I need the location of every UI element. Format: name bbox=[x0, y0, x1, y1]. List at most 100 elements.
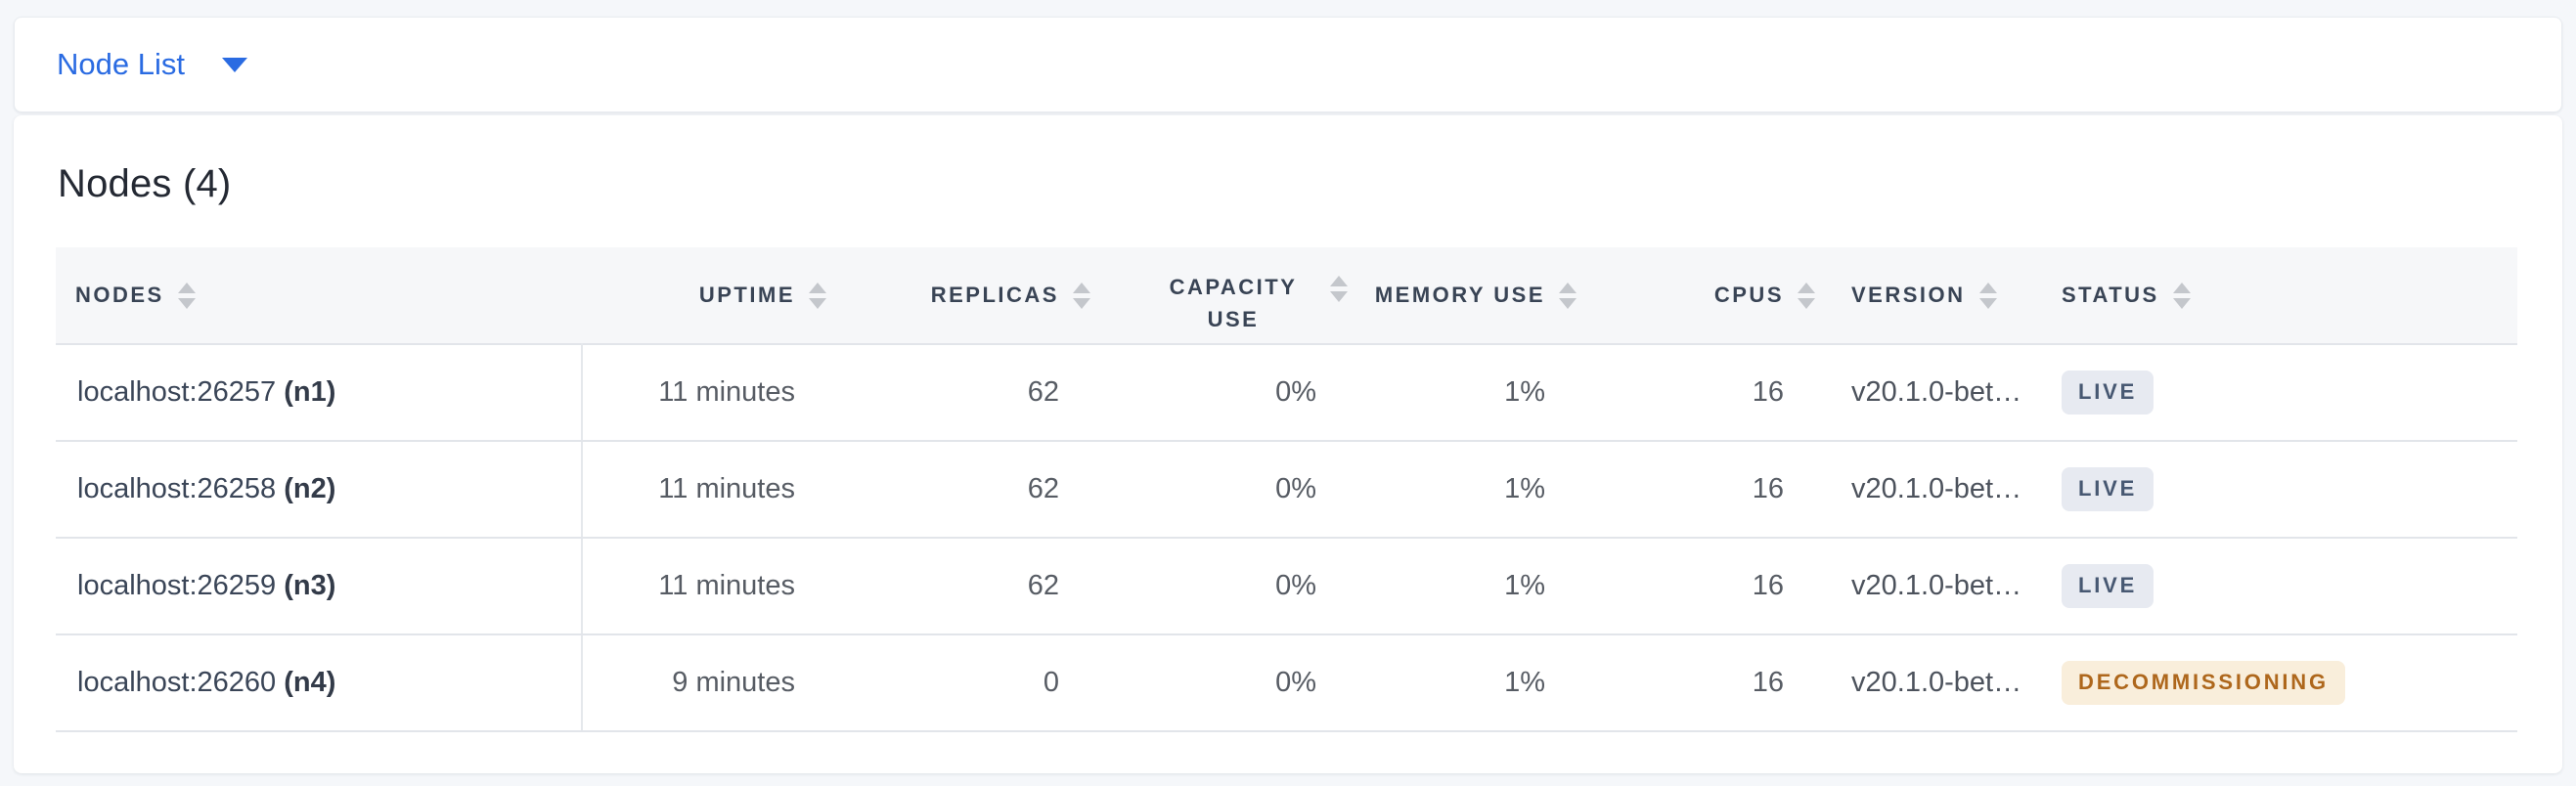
uptime-cell: 11 minutes bbox=[582, 441, 826, 539]
sort-icon bbox=[1330, 276, 1348, 302]
sort-down-icon bbox=[1559, 297, 1577, 309]
node-address: localhost:26257 bbox=[77, 376, 285, 408]
sort-up-icon bbox=[1559, 282, 1577, 293]
node-row: localhost:26260 (n4) 9 minutes 0 0% 1% 16 v20.… bbox=[56, 634, 2517, 732]
sort-up-icon bbox=[809, 282, 826, 293]
uptime-cell: 9 minutes bbox=[582, 634, 826, 732]
status-cell: LIVE bbox=[2032, 343, 2517, 442]
memory-use-cell: 1% bbox=[1348, 343, 1577, 442]
node-link[interactable]: localhost:26258 (n2) bbox=[77, 473, 335, 504]
node-row: localhost:26258 (n2) 11 minutes 62 0% 1% 16 v2… bbox=[56, 441, 2517, 539]
sort-icon bbox=[177, 282, 196, 309]
cpus-cell: 16 bbox=[1577, 538, 1815, 635]
node-link[interactable]: localhost:26260 (n4) bbox=[77, 667, 335, 698]
column-header-status[interactable]: STATUS bbox=[2032, 247, 2517, 344]
column-header-nodes[interactable]: NODES bbox=[56, 247, 582, 344]
capacity-use-cell: 0% bbox=[1090, 538, 1348, 635]
view-dropdown-label: Node List bbox=[57, 47, 185, 81]
node-link[interactable]: localhost:26259 (n3) bbox=[77, 570, 335, 601]
cpus-cell: 16 bbox=[1577, 634, 1815, 732]
status-cell: LIVE bbox=[2032, 441, 2517, 539]
section-title: Nodes (4) bbox=[58, 162, 232, 205]
column-header-label: MEMORY USE bbox=[1374, 283, 1545, 307]
node-address: localhost:26258 bbox=[77, 473, 285, 504]
sort-icon bbox=[1978, 282, 1997, 309]
view-dropdown[interactable]: Node List bbox=[57, 47, 247, 82]
replicas-cell: 0 bbox=[826, 634, 1090, 732]
sort-down-icon bbox=[177, 297, 196, 309]
node-row: localhost:26259 (n3) 11 minutes 62 0% 1% 16 v2… bbox=[56, 538, 2517, 635]
status-badge: LIVE bbox=[2062, 371, 2154, 415]
sort-down-icon bbox=[809, 297, 826, 309]
column-header-version[interactable]: VERSION bbox=[1815, 247, 2032, 344]
chevron-down-icon bbox=[221, 57, 247, 72]
sort-down-icon bbox=[1330, 291, 1348, 302]
column-header-label: REPLICAS bbox=[930, 283, 1059, 307]
sort-up-icon bbox=[1798, 282, 1815, 293]
column-header-label: NODES bbox=[75, 283, 164, 307]
node-address: localhost:26260 bbox=[77, 667, 285, 698]
sort-down-icon bbox=[1073, 297, 1090, 309]
memory-use-cell: 1% bbox=[1348, 441, 1577, 539]
node-id: (n1) bbox=[284, 376, 336, 408]
node-link[interactable]: localhost:26257 (n1) bbox=[77, 376, 335, 408]
version-cell: v20.1.0-bet… bbox=[1815, 441, 2032, 539]
column-header-capacity_use[interactable]: CAPACITY USE bbox=[1090, 247, 1348, 344]
cpus-cell: 16 bbox=[1577, 343, 1815, 442]
status-badge: LIVE bbox=[2062, 564, 2154, 608]
column-header-label: CPUS bbox=[1713, 283, 1784, 307]
memory-use-cell: 1% bbox=[1348, 634, 1577, 732]
table-body: localhost:26257 (n1) 11 minutes 62 0% 1% 16 v2… bbox=[56, 343, 2517, 732]
sort-up-icon bbox=[1330, 276, 1348, 286]
node-address-cell: localhost:26257 (n1) bbox=[56, 343, 583, 442]
column-header-replicas[interactable]: REPLICAS bbox=[826, 247, 1090, 344]
sort-up-icon bbox=[2172, 282, 2191, 293]
version-cell: v20.1.0-bet… bbox=[1815, 343, 2032, 442]
column-header-label: VERSION bbox=[1851, 283, 1966, 307]
node-address-cell: localhost:26259 (n3) bbox=[56, 538, 583, 635]
table-header-row: NODES UPTIME REPLICAS CAPACITY USE MEMORY US… bbox=[56, 247, 2517, 344]
replicas-cell: 62 bbox=[826, 538, 1090, 635]
capacity-use-cell: 0% bbox=[1090, 634, 1348, 732]
node-address: localhost:26259 bbox=[77, 570, 285, 601]
nodes-card: Nodes (4) NODES UPTIME REPLICAS CAPACITY US… bbox=[14, 115, 2562, 773]
status-badge: LIVE bbox=[2062, 467, 2154, 511]
sort-up-icon bbox=[1073, 282, 1090, 293]
capacity-use-cell: 0% bbox=[1090, 441, 1348, 539]
column-header-label: CAPACITY USE bbox=[1169, 275, 1298, 331]
sort-down-icon bbox=[1798, 297, 1815, 309]
sort-icon bbox=[1559, 282, 1577, 309]
cpus-cell: 16 bbox=[1577, 441, 1815, 539]
node-id: (n2) bbox=[284, 473, 336, 504]
status-cell: DECOMMISSIONING bbox=[2032, 634, 2517, 732]
sort-down-icon bbox=[2172, 297, 2191, 309]
node-address-cell: localhost:26258 (n2) bbox=[56, 441, 583, 539]
column-header-uptime[interactable]: UPTIME bbox=[582, 247, 826, 344]
column-header-memory_use[interactable]: MEMORY USE bbox=[1348, 247, 1577, 344]
sort-icon bbox=[1073, 282, 1090, 309]
capacity-use-cell: 0% bbox=[1090, 343, 1348, 442]
node-address-cell: localhost:26260 (n4) bbox=[56, 634, 583, 732]
version-cell: v20.1.0-bet… bbox=[1815, 634, 2032, 732]
sort-icon bbox=[2172, 282, 2191, 309]
column-header-label: STATUS bbox=[2062, 283, 2159, 307]
column-header-cpus[interactable]: CPUS bbox=[1577, 247, 1815, 344]
status-badge: DECOMMISSIONING bbox=[2062, 661, 2345, 705]
version-cell: v20.1.0-bet… bbox=[1815, 538, 2032, 635]
sort-up-icon bbox=[177, 282, 196, 293]
sort-icon bbox=[809, 282, 826, 309]
node-id: (n4) bbox=[284, 667, 336, 698]
node-id: (n3) bbox=[284, 570, 336, 601]
sort-up-icon bbox=[1978, 282, 1997, 293]
replicas-cell: 62 bbox=[826, 441, 1090, 539]
table-header: NODES UPTIME REPLICAS CAPACITY USE MEMORY US… bbox=[56, 247, 2517, 344]
replicas-cell: 62 bbox=[826, 343, 1090, 442]
uptime-cell: 11 minutes bbox=[582, 538, 826, 635]
column-header-label: UPTIME bbox=[698, 283, 795, 307]
uptime-cell: 11 minutes bbox=[582, 343, 826, 442]
sort-icon bbox=[1798, 282, 1815, 309]
nodes-table: NODES UPTIME REPLICAS CAPACITY USE MEMORY US… bbox=[56, 247, 2517, 732]
view-selector-card: Node List bbox=[14, 17, 2562, 112]
sort-down-icon bbox=[1978, 297, 1997, 309]
